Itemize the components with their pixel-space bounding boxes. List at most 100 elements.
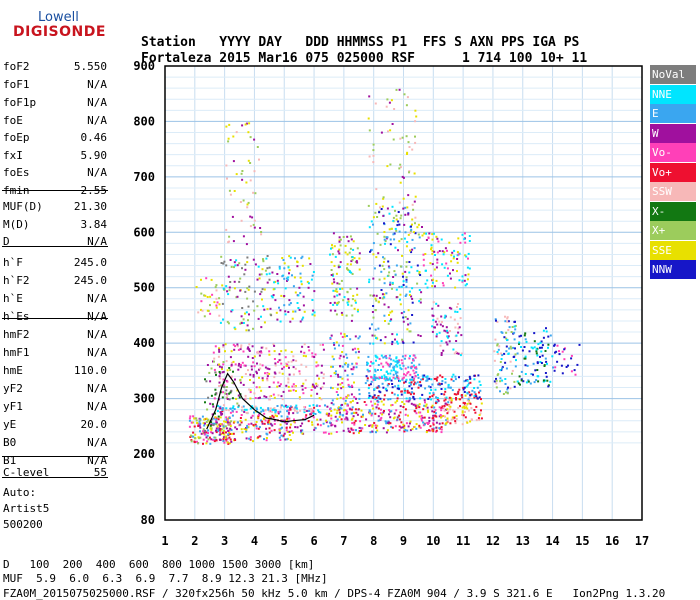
data-point: [287, 409, 290, 412]
data-point: [506, 320, 509, 323]
data-point: [352, 428, 355, 431]
data-point: [190, 421, 193, 424]
data-point: [412, 341, 415, 344]
data-point: [418, 426, 421, 429]
data-point: [368, 226, 371, 229]
data-point: [379, 339, 382, 342]
data-point: [312, 412, 315, 415]
data-point: [288, 389, 291, 392]
data-point: [266, 377, 269, 380]
data-point: [222, 404, 225, 407]
data-point: [290, 430, 293, 433]
data-point: [430, 406, 433, 409]
data-point: [542, 379, 545, 382]
data-point: [368, 278, 371, 281]
data-point: [311, 383, 314, 386]
data-point: [331, 387, 334, 390]
data-point: [354, 347, 357, 350]
data-point: [464, 402, 466, 405]
data-point: [437, 240, 440, 243]
data-point: [401, 355, 404, 358]
data-point: [398, 425, 401, 428]
data-point: [402, 423, 405, 426]
data-point: [349, 263, 352, 266]
data-point: [339, 288, 342, 290]
data-point: [300, 257, 303, 260]
data-point: [460, 352, 463, 355]
data-point: [470, 418, 473, 421]
data-point: [532, 373, 534, 376]
data-point: [257, 350, 259, 353]
data-point: [346, 378, 349, 381]
data-point: [547, 335, 550, 338]
data-point: [190, 439, 193, 442]
data-point: [233, 261, 236, 264]
data-point: [407, 400, 410, 403]
data-point: [396, 224, 399, 227]
data-point: [467, 257, 469, 260]
data-point: [294, 257, 296, 260]
data-point: [373, 375, 376, 378]
data-point: [236, 345, 239, 348]
data-point: [514, 324, 517, 327]
data-point: [476, 386, 479, 389]
data-point: [392, 219, 395, 222]
data-point: [204, 294, 207, 297]
data-point: [215, 417, 218, 420]
data-point: [227, 430, 230, 432]
data-point: [394, 425, 397, 428]
data-point: [422, 408, 425, 411]
data-point: [563, 348, 566, 351]
data-point: [195, 417, 198, 420]
data-point: [280, 404, 283, 407]
data-point: [511, 326, 514, 328]
data-point: [389, 416, 392, 419]
data-point: [222, 425, 225, 428]
data-point: [339, 407, 342, 409]
data-point: [441, 250, 444, 253]
data-point: [499, 377, 502, 380]
data-point: [386, 236, 389, 239]
data-point: [306, 280, 309, 283]
data-point: [417, 334, 420, 337]
data-point: [385, 376, 388, 379]
data-point: [422, 264, 425, 267]
data-point: [287, 311, 290, 313]
data-point: [237, 394, 240, 397]
data-point: [278, 429, 281, 432]
data-point: [455, 334, 458, 337]
data-point: [429, 386, 432, 389]
note-auto: Auto:: [3, 486, 37, 499]
muf-value: 5.9: [36, 572, 56, 585]
data-point: [335, 431, 338, 433]
data-point: [290, 350, 293, 353]
data-point: [441, 380, 444, 383]
param-key: yF1: [3, 400, 23, 413]
data-point: [414, 109, 417, 112]
data-point: [570, 370, 573, 373]
data-point: [407, 141, 410, 144]
data-point: [215, 418, 218, 421]
data-point: [445, 262, 448, 265]
data-point: [373, 374, 376, 376]
data-point: [255, 406, 258, 409]
data-point: [225, 393, 228, 395]
data-point: [268, 278, 271, 281]
data-point: [377, 400, 380, 403]
data-point: [353, 396, 356, 398]
data-point: [304, 379, 307, 382]
data-point: [283, 267, 286, 270]
data-point: [223, 441, 226, 444]
data-point: [281, 426, 283, 429]
data-point: [353, 411, 356, 414]
param-key: C-level: [3, 466, 50, 479]
data-point: [254, 263, 257, 266]
data-point: [260, 410, 263, 413]
data-point: [228, 442, 231, 445]
data-point: [457, 303, 459, 305]
data-point: [371, 412, 374, 415]
data-point: [441, 376, 444, 379]
data-point: [342, 397, 345, 400]
data-point: [454, 378, 457, 381]
data-point: [358, 335, 361, 338]
